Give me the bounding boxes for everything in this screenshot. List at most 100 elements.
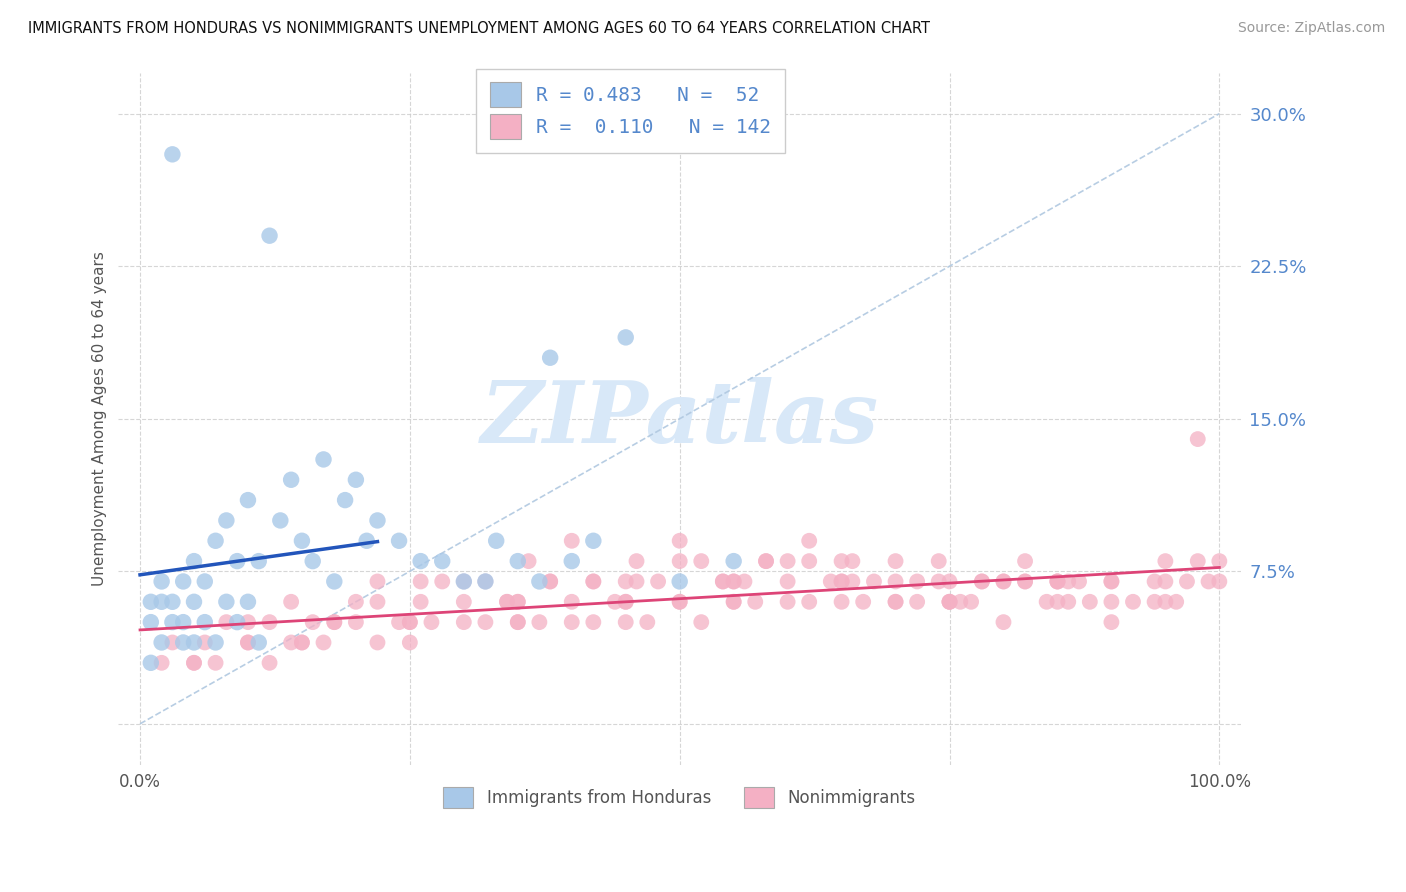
Point (905, 574, 928, 589)
Point (733, 574, 755, 589)
Point (970, 574, 993, 589)
Point (949, 595, 972, 609)
Point (614, 330, 637, 344)
Point (1175, 574, 1198, 589)
Point (1067, 574, 1090, 589)
Point (744, 595, 766, 609)
Point (247, 554, 270, 568)
Y-axis label: Unemployment Among Ages 60 to 64 years: Unemployment Among Ages 60 to 64 years (93, 252, 107, 586)
Point (172, 574, 194, 589)
Point (172, 635, 194, 649)
Point (538, 574, 561, 589)
Point (356, 533, 378, 548)
Text: ZIPatlas: ZIPatlas (481, 377, 879, 460)
Point (291, 533, 314, 548)
Text: Source: ZipAtlas.com: Source: ZipAtlas.com (1237, 21, 1385, 35)
Point (626, 574, 648, 589)
Point (723, 554, 745, 568)
Point (344, 595, 367, 609)
Point (723, 574, 745, 589)
Point (1099, 574, 1122, 589)
Point (312, 452, 335, 467)
Point (690, 615, 713, 629)
Point (366, 635, 388, 649)
Point (323, 615, 346, 629)
Point (1154, 574, 1177, 589)
Point (139, 656, 162, 670)
Point (852, 595, 875, 609)
Point (432, 554, 454, 568)
Point (409, 595, 432, 609)
Point (1057, 595, 1080, 609)
Point (236, 635, 259, 649)
Point (323, 574, 346, 589)
Point (723, 574, 745, 589)
Point (755, 554, 778, 568)
Point (139, 595, 162, 609)
Point (1166, 595, 1188, 609)
Point (776, 574, 799, 589)
Point (799, 595, 821, 609)
Point (506, 554, 529, 568)
Point (150, 656, 173, 670)
Point (399, 615, 422, 629)
Point (884, 595, 907, 609)
Point (1046, 574, 1069, 589)
Point (496, 595, 519, 609)
Point (582, 574, 605, 589)
Point (333, 493, 356, 508)
Point (183, 554, 205, 568)
Point (1187, 554, 1209, 568)
Point (259, 615, 281, 629)
Point (259, 228, 281, 243)
Point (506, 615, 529, 629)
Point (993, 615, 1015, 629)
Point (1154, 595, 1177, 609)
Point (388, 615, 411, 629)
Point (1046, 574, 1069, 589)
Point (776, 595, 799, 609)
Point (1208, 554, 1230, 568)
Point (280, 635, 302, 649)
Point (366, 595, 388, 609)
Point (139, 615, 162, 629)
Point (399, 635, 422, 649)
Point (1143, 574, 1166, 589)
Point (323, 615, 346, 629)
Point (226, 615, 249, 629)
Point (993, 574, 1015, 589)
Point (561, 595, 583, 609)
Point (1143, 595, 1166, 609)
Point (453, 574, 475, 589)
Point (582, 533, 605, 548)
Point (194, 574, 217, 589)
Point (506, 595, 529, 609)
Point (1046, 595, 1069, 609)
Point (1122, 595, 1144, 609)
Point (388, 533, 411, 548)
Point (506, 615, 529, 629)
Point (183, 635, 205, 649)
Point (614, 615, 637, 629)
Point (938, 595, 960, 609)
Point (1035, 595, 1057, 609)
Point (614, 574, 637, 589)
Point (529, 615, 551, 629)
Point (831, 574, 853, 589)
Point (236, 615, 259, 629)
Point (603, 595, 626, 609)
Point (884, 554, 907, 568)
Point (538, 351, 561, 365)
Point (561, 615, 583, 629)
Point (301, 554, 323, 568)
Point (409, 574, 432, 589)
Point (831, 554, 853, 568)
Point (485, 533, 508, 548)
Point (1014, 574, 1036, 589)
Point (776, 554, 799, 568)
Point (938, 574, 960, 589)
Point (831, 574, 853, 589)
Point (204, 635, 226, 649)
Point (474, 574, 496, 589)
Point (1208, 574, 1230, 589)
